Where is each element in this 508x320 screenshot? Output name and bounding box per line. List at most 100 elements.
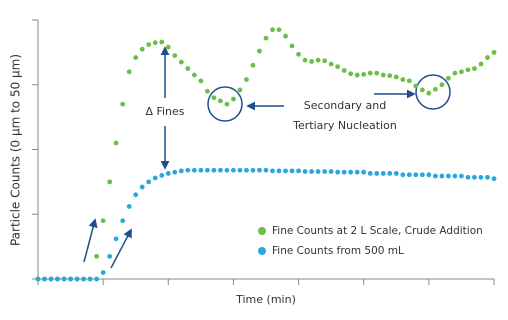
data-point: [204, 167, 210, 173]
data-point: [367, 171, 373, 176]
data-point: [224, 101, 230, 107]
data-point: [485, 174, 490, 180]
data-point: [231, 167, 236, 173]
data-point: [400, 77, 406, 82]
legend-label: Fine Counts from 500 mL: [272, 245, 404, 257]
data-point: [439, 82, 445, 88]
data-point: [328, 61, 334, 67]
data-point: [361, 71, 367, 77]
data-point: [61, 276, 67, 282]
data-point: [283, 168, 288, 174]
data-point: [94, 276, 100, 282]
data-point: [354, 169, 360, 175]
data-point: [107, 253, 113, 259]
data-point: [478, 61, 484, 67]
data-point: [348, 169, 354, 175]
data-point: [152, 175, 158, 181]
data-point: [133, 192, 139, 198]
data-point: [465, 174, 471, 180]
data-point: [341, 68, 347, 73]
data-point: [387, 171, 393, 176]
data-point: [257, 48, 262, 54]
data-point: [263, 35, 269, 41]
data-point: [367, 70, 373, 76]
data-point: [459, 69, 464, 75]
data-point: [100, 218, 106, 224]
arrow: [83, 218, 98, 263]
data-point: [309, 59, 314, 64]
data-point: [185, 66, 191, 71]
data-point: [172, 53, 178, 59]
data-point: [68, 276, 73, 282]
data-point: [276, 168, 282, 174]
data-point: [159, 39, 165, 45]
arrow: [110, 228, 132, 269]
data-point: [302, 57, 308, 63]
data-point: [315, 169, 321, 174]
data-point: [94, 253, 100, 259]
x-axis-label: Time (min): [235, 293, 296, 306]
data-point: [48, 276, 54, 282]
data-point: [146, 42, 152, 48]
data-point: [452, 173, 458, 179]
data-point: [191, 72, 197, 78]
data-point: [341, 169, 347, 175]
data-point: [406, 78, 412, 84]
data-point: [250, 62, 256, 68]
data-point: [237, 167, 243, 173]
data-point: [113, 236, 119, 242]
y-axis-label: Particle Counts (0 µm to 50 µm): [9, 54, 23, 246]
data-point: [400, 172, 406, 178]
data-point: [374, 70, 380, 76]
data-point: [335, 169, 341, 175]
data-point: [452, 70, 458, 76]
data-point: [55, 276, 60, 282]
data-point: [178, 59, 184, 65]
data-point: [270, 168, 275, 174]
data-point: [393, 74, 399, 80]
data-point: [289, 168, 295, 174]
data-point: [472, 66, 477, 71]
legend-marker: [258, 227, 266, 235]
data-point: [231, 96, 236, 102]
data-point: [42, 276, 47, 282]
data-point: [328, 169, 334, 174]
data-point: [126, 69, 132, 75]
data-point: [120, 218, 126, 224]
data-point: [218, 167, 223, 173]
data-point: [133, 55, 139, 60]
data-point: [165, 44, 171, 50]
data-point: [419, 172, 425, 178]
data-point: [107, 179, 113, 185]
data-point: [491, 176, 497, 182]
highlight-circle: [207, 86, 243, 122]
data-point: [485, 55, 490, 60]
data-point: [478, 174, 484, 180]
data-point: [322, 58, 328, 64]
data-point: [211, 95, 217, 101]
annotation: Tertiary Nucleation: [292, 119, 397, 132]
data-point: [393, 171, 399, 176]
data-point: [211, 167, 217, 173]
data-point: [35, 276, 41, 282]
data-point: [413, 83, 419, 89]
annotation-shapes: [83, 46, 451, 269]
legend-label: Fine Counts at 2 L Scale, Crude Addition: [272, 225, 483, 237]
data-point: [472, 174, 477, 180]
data-point: [335, 64, 341, 70]
data-point: [296, 51, 301, 57]
data-point: [204, 88, 210, 94]
data-point: [432, 86, 438, 92]
data-point: [426, 90, 432, 96]
data-point: [380, 171, 386, 176]
data-point: [302, 169, 308, 174]
data-point: [276, 27, 282, 33]
data-point: [139, 46, 145, 52]
data-point: [387, 73, 393, 79]
data-point: [309, 169, 314, 174]
data-point: [257, 167, 262, 173]
data-point: [224, 167, 230, 173]
data-point: [191, 167, 197, 173]
data-point: [270, 27, 275, 33]
